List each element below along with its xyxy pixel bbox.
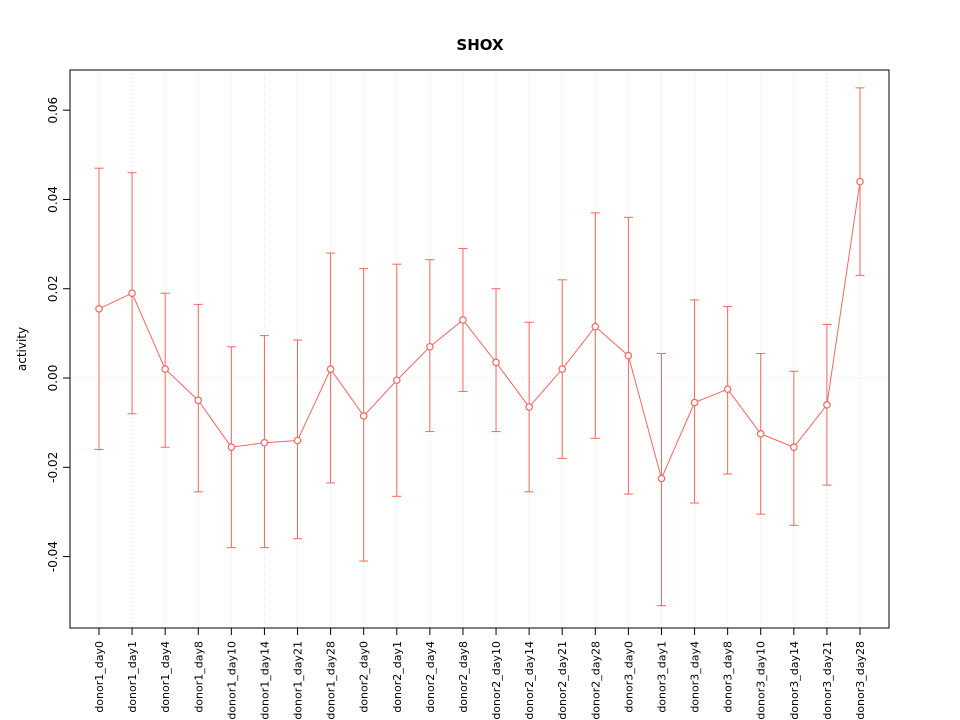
x-tick-label: donor1_day4 <box>159 641 172 713</box>
x-tick-label: donor2_day14 <box>523 641 536 720</box>
data-point <box>326 365 335 373</box>
series-line <box>98 181 861 480</box>
y-axis-title: activity <box>15 327 29 371</box>
data-point <box>657 474 666 483</box>
y-tick-label: -0.04 <box>46 541 60 572</box>
data-point <box>823 400 831 409</box>
data-point <box>194 396 203 405</box>
x-tick-label: donor1_day10 <box>225 641 238 720</box>
x-tick-label: donor1_day21 <box>292 641 305 720</box>
data-point <box>624 351 633 360</box>
data-point <box>723 385 732 393</box>
data-point <box>128 289 136 298</box>
x-tick-label: donor2_day10 <box>490 641 503 720</box>
data-point <box>756 430 765 438</box>
x-tick-label: donor3_day14 <box>788 641 801 720</box>
y-tick-label: 0.02 <box>46 275 60 302</box>
data-point <box>293 436 302 445</box>
data-point <box>227 443 236 452</box>
x-tick-label: donor1_day1 <box>126 641 139 713</box>
x-tick-label: donor3_day8 <box>722 641 735 713</box>
x-tick-label: donor2_day0 <box>358 641 371 713</box>
data-point <box>459 316 467 324</box>
data-point <box>558 365 567 373</box>
data-point <box>426 342 434 351</box>
x-tick-label: donor3_day21 <box>821 641 834 720</box>
x-tick-label: donor1_day14 <box>258 641 271 720</box>
x-tick-label: donor2_day21 <box>556 641 569 720</box>
x-tick-label: donor1_day8 <box>192 641 205 713</box>
x-tick-label: donor3_day28 <box>854 641 867 720</box>
chart-title: SHOX <box>456 36 504 54</box>
data-point <box>492 358 500 367</box>
data-point <box>161 365 169 373</box>
data-point <box>790 443 798 452</box>
data-point <box>525 403 533 411</box>
data-point <box>392 376 401 385</box>
x-tick-label: donor2_day1 <box>391 641 404 713</box>
data-point <box>260 438 269 447</box>
x-tick-label: donor1_day0 <box>93 641 106 713</box>
x-tick-label: donor3_day4 <box>689 641 702 713</box>
x-tick-label: donor2_day8 <box>457 641 470 713</box>
x-tick-label: donor3_day0 <box>622 641 635 713</box>
x-tick-label: donor1_day28 <box>325 641 338 720</box>
x-tick-label: donor3_day1 <box>655 641 668 713</box>
x-tick-label: donor2_day28 <box>589 641 602 720</box>
data-point <box>95 305 103 313</box>
plot-border <box>69 69 890 629</box>
y-tick-label: -0.02 <box>46 452 60 483</box>
y-tick-label: 0.06 <box>46 97 60 124</box>
data-point <box>856 177 864 186</box>
x-tick-label: donor3_day10 <box>755 641 768 720</box>
y-tick-label: 0.04 <box>46 186 60 213</box>
data-point <box>690 398 699 407</box>
data-point <box>591 322 600 331</box>
x-tick-label: donor2_day4 <box>424 641 437 713</box>
data-point <box>359 412 368 420</box>
y-tick-label: 0.00 <box>46 365 60 392</box>
